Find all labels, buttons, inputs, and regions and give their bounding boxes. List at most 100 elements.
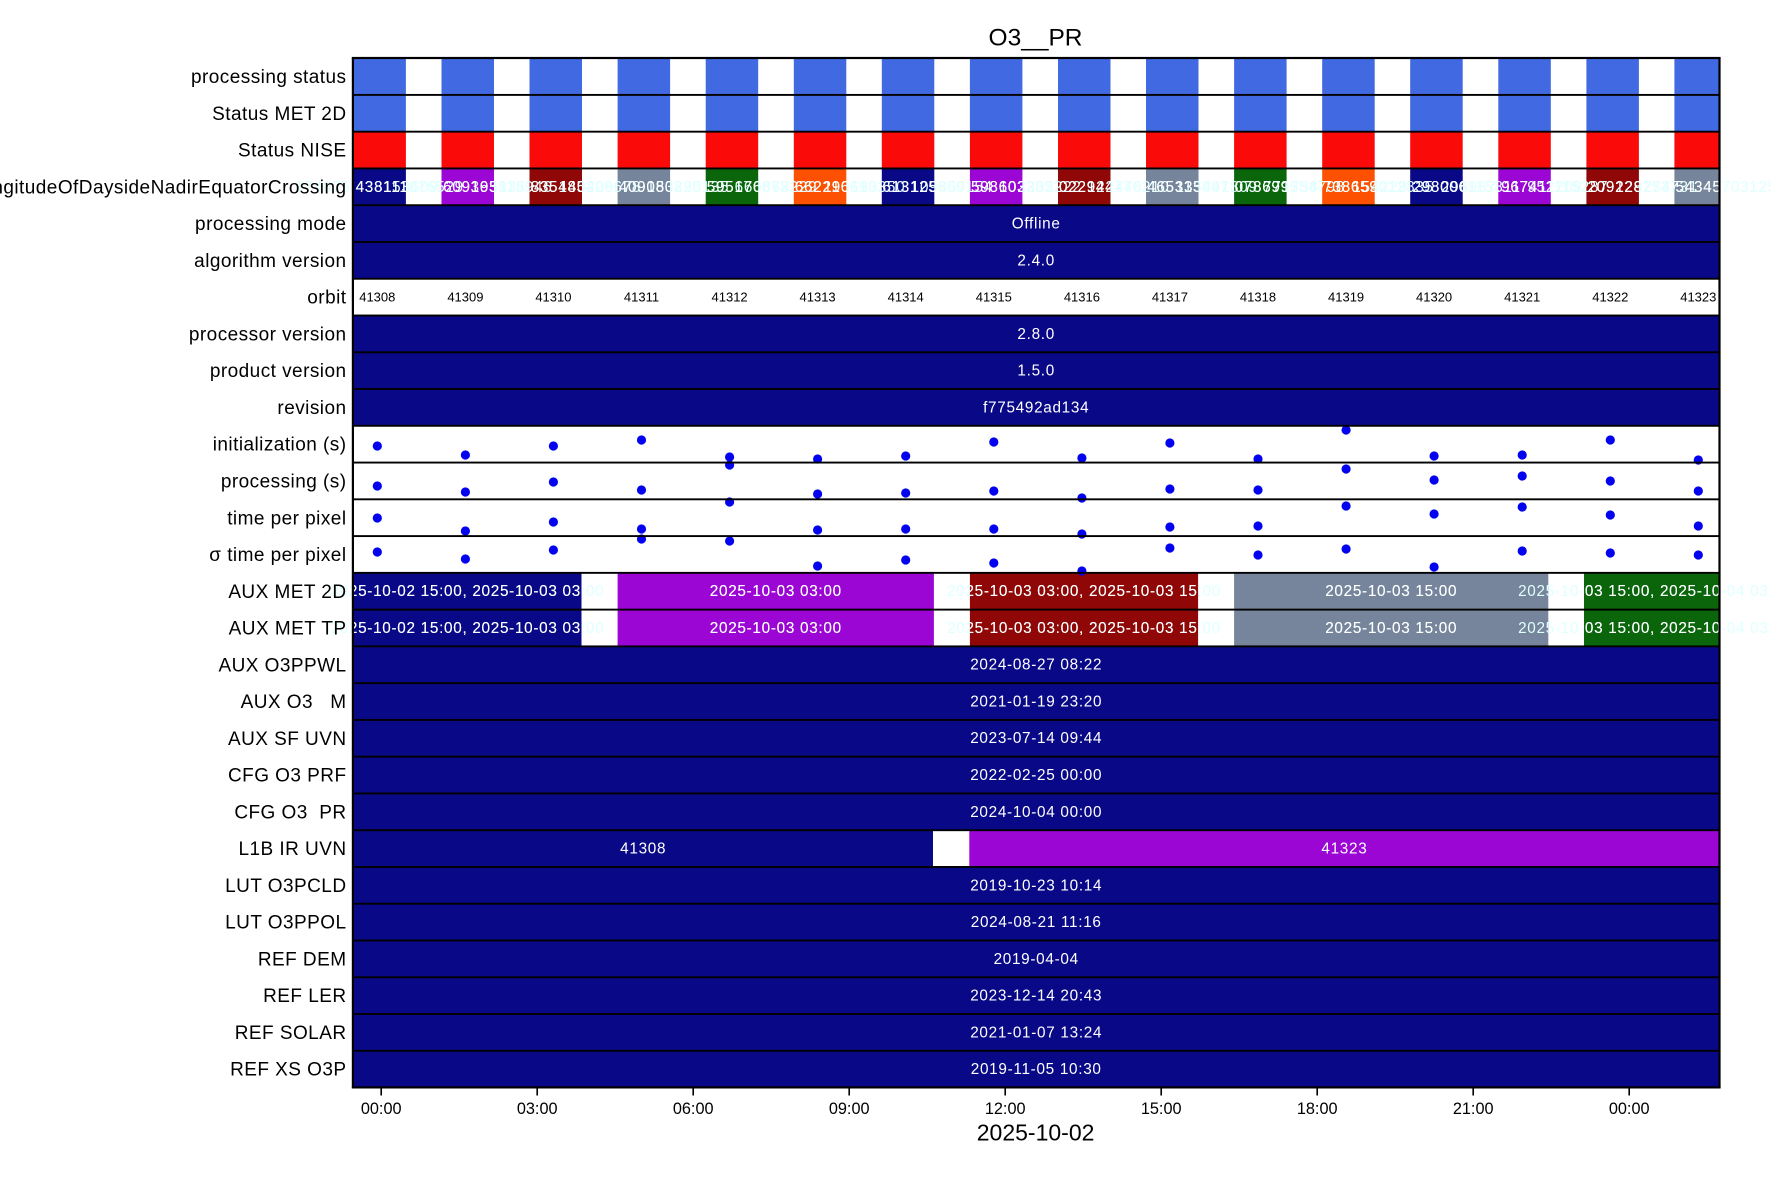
svg-text:product version: product version bbox=[210, 361, 347, 382]
svg-text:2025-10-02: 2025-10-02 bbox=[977, 1120, 1095, 1146]
svg-text:2021-01-19 23:20: 2021-01-19 23:20 bbox=[970, 694, 1102, 711]
svg-text:2025-10-03 03:00, 2025-10-03 1: 2025-10-03 03:00, 2025-10-03 15:00 bbox=[947, 620, 1221, 637]
svg-text:153895.595176878229: 153895.595176878229 bbox=[647, 179, 818, 196]
svg-text:21:00: 21:00 bbox=[1453, 1100, 1494, 1118]
svg-text:2025-10-03 03:00, 2025-10-03 1: 2025-10-03 03:00, 2025-10-03 15:00 bbox=[947, 583, 1221, 600]
svg-text:129254.543457031250: 129254.543457031250 bbox=[1615, 179, 1771, 196]
svg-text:2025-10-03 15:00: 2025-10-03 15:00 bbox=[1325, 620, 1457, 637]
svg-text:122446.465335441809: 122446.465335441809 bbox=[1087, 179, 1258, 196]
svg-text:660662.662290190350: 660662.662290190350 bbox=[735, 179, 906, 196]
svg-text:153895.595176878229: 153895.595176878229 bbox=[647, 179, 818, 196]
svg-text:processor version: processor version bbox=[189, 324, 347, 345]
svg-text:952209.209228773731: 952209.209228773731 bbox=[1527, 179, 1698, 196]
svg-text:15:00: 15:00 bbox=[1141, 1100, 1182, 1118]
svg-text:660662.662290190350: 660662.662290190350 bbox=[735, 179, 906, 196]
svg-text:2024-10-04 00:00: 2024-10-04 00:00 bbox=[970, 804, 1102, 821]
svg-text:2025-10-03 03:00: 2025-10-03 03:00 bbox=[710, 620, 842, 637]
svg-text:41319: 41319 bbox=[1328, 290, 1364, 305]
svg-text:116613.613125660154: 116613.613125660154 bbox=[823, 179, 993, 196]
svg-text:orbit: orbit bbox=[307, 288, 346, 309]
svg-text:41321: 41321 bbox=[1504, 290, 1540, 305]
svg-text:41308: 41308 bbox=[359, 290, 395, 305]
svg-text:41308: 41308 bbox=[620, 841, 666, 858]
svg-text:processing status: processing status bbox=[191, 67, 347, 88]
svg-text:2025-10-03 03:00: 2025-10-03 03:00 bbox=[710, 620, 842, 637]
svg-text:41317: 41317 bbox=[1152, 290, 1188, 305]
svg-text:2022-02-25 00:00: 2022-02-25 00:00 bbox=[970, 767, 1102, 784]
svg-text:109859.598603335222: 109859.598603335222 bbox=[911, 179, 1082, 196]
svg-text:2025-10-03 15:00: 2025-10-03 15:00 bbox=[1325, 583, 1457, 600]
svg-text:41315: 41315 bbox=[976, 290, 1012, 305]
svg-text:102202.022944770210: 102202.022944770210 bbox=[999, 179, 1170, 196]
svg-text:00:00: 00:00 bbox=[1609, 1100, 1650, 1118]
svg-text:174075.438111076529: 174075.438111076529 bbox=[295, 179, 463, 196]
svg-text:153609.609195118946: 153609.609195118946 bbox=[383, 179, 553, 196]
svg-text:L1B IR UVN: L1B IR UVN bbox=[239, 839, 347, 860]
svg-text:140409.409080220135: 140409.409080220135 bbox=[559, 179, 730, 196]
svg-text:σ time per pixel: σ time per pixel bbox=[209, 545, 346, 566]
svg-text:O3__PR: O3__PR bbox=[989, 25, 1083, 52]
svg-text:41320: 41320 bbox=[1416, 290, 1452, 305]
svg-text:2025-10-03 15:00, 2025-10-04 0: 2025-10-03 15:00, 2025-10-04 03:00 bbox=[1518, 583, 1771, 600]
svg-text:AUX O3PPWL: AUX O3PPWL bbox=[218, 655, 346, 676]
svg-text:154229.298006115811: 154229.298006115811 bbox=[1352, 179, 1520, 196]
svg-text:2.8.0: 2.8.0 bbox=[1017, 326, 1055, 343]
svg-text:18:00: 18:00 bbox=[1297, 1100, 1338, 1118]
svg-text:algorithm version: algorithm version bbox=[194, 251, 346, 272]
svg-text:2025-10-02 15:00, 2025-10-03 0: 2025-10-02 15:00, 2025-10-03 03:00 bbox=[330, 583, 604, 600]
svg-text:processing mode: processing mode bbox=[195, 214, 346, 235]
svg-text:771738.738659012835: 771738.738659012835 bbox=[1263, 179, 1434, 196]
svg-text:296967.967411115287: 296967.967411115287 bbox=[1441, 179, 1608, 196]
svg-text:2024-08-27 08:22: 2024-08-27 08:22 bbox=[970, 657, 1102, 674]
svg-text:00:00: 00:00 bbox=[361, 1100, 402, 1118]
svg-text:2.4.0: 2.4.0 bbox=[1017, 252, 1055, 269]
svg-text:09:00: 09:00 bbox=[829, 1100, 870, 1118]
svg-text:116613.613125660154: 116613.613125660154 bbox=[823, 179, 993, 196]
svg-text:initialization (s): initialization (s) bbox=[213, 435, 347, 456]
svg-text:363835.835485226678: 363835.835485226678 bbox=[470, 179, 641, 196]
svg-text:LUT O3PPOL: LUT O3PPOL bbox=[225, 913, 346, 934]
svg-text:41323: 41323 bbox=[1680, 290, 1716, 305]
svg-text:Status NISE: Status NISE bbox=[238, 141, 346, 162]
svg-text:2025-10-03 15:00, 2025-10-04 0: 2025-10-03 15:00, 2025-10-04 03:00 bbox=[1518, 583, 1771, 600]
svg-text:113007.078699554798: 113007.078699554798 bbox=[1176, 179, 1346, 196]
svg-text:REF LER: REF LER bbox=[263, 986, 346, 1007]
svg-text:03:00: 03:00 bbox=[517, 1100, 558, 1118]
svg-text:41313: 41313 bbox=[800, 290, 836, 305]
svg-text:2025-10-03 15:00: 2025-10-03 15:00 bbox=[1325, 620, 1457, 637]
svg-text:2021-01-07 13:24: 2021-01-07 13:24 bbox=[970, 1024, 1102, 1041]
svg-text:12:00: 12:00 bbox=[985, 1100, 1026, 1118]
svg-text:2025-10-03 15:00, 2025-10-04 0: 2025-10-03 15:00, 2025-10-04 03:00 bbox=[1518, 620, 1771, 637]
svg-text:2019-11-05 10:30: 2019-11-05 10:30 bbox=[971, 1061, 1102, 1078]
svg-text:2019-04-04: 2019-04-04 bbox=[994, 951, 1079, 968]
svg-text:AUX MET 2D: AUX MET 2D bbox=[228, 582, 346, 603]
svg-text:153609.609195118946: 153609.609195118946 bbox=[383, 179, 553, 196]
svg-text:154229.298006115811: 154229.298006115811 bbox=[1352, 179, 1520, 196]
svg-text:REF XS O3P: REF XS O3P bbox=[230, 1060, 346, 1081]
svg-text:2025-10-03 03:00: 2025-10-03 03:00 bbox=[710, 583, 842, 600]
svg-text:109859.598603335222: 109859.598603335222 bbox=[911, 179, 1082, 196]
svg-text:41314: 41314 bbox=[888, 290, 924, 305]
svg-text:102202.022944770210: 102202.022944770210 bbox=[999, 179, 1170, 196]
svg-text:AUX O3 M: AUX O3 M bbox=[241, 692, 347, 713]
svg-text:2023-12-14 20:43: 2023-12-14 20:43 bbox=[970, 988, 1102, 1005]
svg-text:REF SOLAR: REF SOLAR bbox=[235, 1023, 347, 1044]
svg-text:129254.543457031250: 129254.543457031250 bbox=[1615, 179, 1771, 196]
svg-text:174075.438111076529: 174075.438111076529 bbox=[295, 179, 463, 196]
svg-text:2025-10-03 03:00: 2025-10-03 03:00 bbox=[710, 583, 842, 600]
svg-text:REF DEM: REF DEM bbox=[258, 949, 347, 970]
svg-text:CFG O3 PRF: CFG O3 PRF bbox=[228, 766, 347, 787]
svg-text:2019-10-23 10:14: 2019-10-23 10:14 bbox=[970, 877, 1102, 894]
svg-text:771738.738659012835: 771738.738659012835 bbox=[1263, 179, 1434, 196]
svg-text:140409.409080220135: 140409.409080220135 bbox=[559, 179, 730, 196]
svg-text:41312: 41312 bbox=[712, 290, 748, 305]
svg-text:41309: 41309 bbox=[447, 290, 483, 305]
svg-text:1.5.0: 1.5.0 bbox=[1017, 363, 1055, 380]
svg-text:AUX MET TP: AUX MET TP bbox=[229, 619, 347, 640]
svg-text:296967.967411115287: 296967.967411115287 bbox=[1441, 179, 1608, 196]
svg-text:2025-10-02 15:00, 2025-10-03 0: 2025-10-02 15:00, 2025-10-03 03:00 bbox=[330, 620, 604, 637]
svg-text:113007.078699554798: 113007.078699554798 bbox=[1176, 179, 1346, 196]
svg-text:LongitudeOfDaysideNadirEquator: LongitudeOfDaysideNadirEquatorCrossing bbox=[0, 177, 347, 198]
svg-text:952209.209228773731: 952209.209228773731 bbox=[1527, 179, 1698, 196]
svg-text:CFG O3 PR: CFG O3 PR bbox=[234, 802, 346, 823]
